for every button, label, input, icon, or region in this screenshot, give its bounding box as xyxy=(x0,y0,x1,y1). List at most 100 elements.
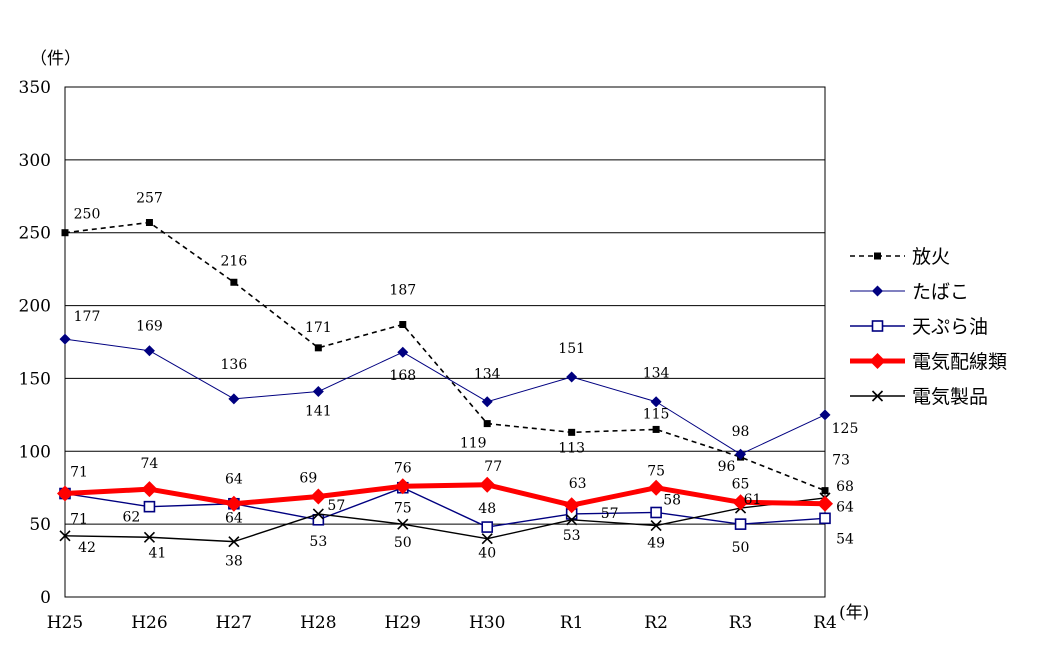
data-point-appliance xyxy=(397,518,409,530)
data-label-tobacco: 168 xyxy=(389,368,416,384)
legend-swatch-marker xyxy=(869,353,886,369)
data-point-tobacco xyxy=(312,386,324,398)
data-label-tobacco: 177 xyxy=(74,309,101,325)
data-label-arson: 96 xyxy=(718,459,736,475)
data-label-arson: 257 xyxy=(136,191,163,207)
legend-swatch-marker xyxy=(871,390,884,402)
data-label-appliance: 57 xyxy=(327,498,345,514)
data-label-arson: 250 xyxy=(74,207,101,223)
data-label-tempura: 71 xyxy=(70,512,88,528)
data-label-tobacco: 141 xyxy=(305,404,332,420)
data-point-wiring xyxy=(817,495,833,512)
x-tick-label: H26 xyxy=(131,613,167,633)
y-tick-label: 100 xyxy=(19,442,51,462)
data-label-appliance: 40 xyxy=(478,546,496,562)
data-label-tempura: 53 xyxy=(309,534,327,550)
x-tick-label: R2 xyxy=(644,613,668,633)
series-appliance xyxy=(59,492,831,548)
data-point-appliance xyxy=(59,530,71,542)
data-label-wiring: 71 xyxy=(70,465,88,481)
data-label-arson: 73 xyxy=(832,453,850,469)
data-point-arson xyxy=(652,425,660,433)
data-point-tempura xyxy=(143,500,156,513)
series-line-tempura xyxy=(64,487,826,528)
data-label-tobacco: 125 xyxy=(832,421,859,437)
data-point-arson xyxy=(230,278,238,286)
data-label-appliance: 50 xyxy=(394,535,412,551)
x-tick-label: H29 xyxy=(385,613,421,633)
x-tick-label: R3 xyxy=(729,613,753,633)
series-arson xyxy=(61,219,829,495)
data-point-tobacco xyxy=(143,345,155,357)
data-label-wiring: 69 xyxy=(299,470,317,486)
data-label-tobacco: 134 xyxy=(474,367,501,383)
x-tick-label: R4 xyxy=(813,613,837,633)
data-point-wiring xyxy=(225,495,242,512)
data-label-arson: 187 xyxy=(389,283,416,299)
data-label-appliance: 49 xyxy=(647,536,665,552)
series-line-arson xyxy=(64,221,826,492)
series-tempura xyxy=(59,481,831,533)
legend-item-tempura: 天ぷら油 xyxy=(850,316,988,338)
data-point-wiring xyxy=(479,476,496,493)
data-labels: 250 257 216 171 187 119 113 115 96 73 177 169 136 141… xyxy=(70,191,858,570)
data-point-tobacco xyxy=(735,448,747,460)
data-point-wiring xyxy=(648,479,665,496)
data-point-appliance xyxy=(481,533,493,545)
data-point-tobacco xyxy=(481,396,493,408)
y-tick-label: 250 xyxy=(19,224,51,244)
y-axis: 0 50 100 150 200 250 300 350 xyxy=(19,78,51,608)
series-line-tobacco xyxy=(64,338,826,455)
y-tick-label: 200 xyxy=(19,297,51,317)
data-point-tempura xyxy=(650,506,662,519)
data-label-tobacco: 98 xyxy=(732,424,750,440)
series-line-appliance xyxy=(64,497,826,543)
data-point-appliance xyxy=(228,536,240,548)
data-point-wiring xyxy=(732,494,749,511)
data-point-appliance xyxy=(143,531,156,543)
legend-item-tobacco: たばこ xyxy=(850,281,969,303)
data-point-arson xyxy=(61,229,69,237)
legend-label: 電気配線類 xyxy=(912,351,1007,373)
data-point-tobacco xyxy=(650,396,662,408)
legend-swatch-marker xyxy=(874,252,881,260)
data-point-tobacco xyxy=(228,393,240,405)
data-point-arson xyxy=(314,344,322,352)
data-label-wiring: 76 xyxy=(394,460,412,476)
grid xyxy=(65,159,825,525)
data-point-arson xyxy=(568,428,576,436)
data-point-appliance xyxy=(312,508,324,520)
legend-item-wiring: 電気配線類 xyxy=(850,351,1007,373)
data-label-appliance: 68 xyxy=(836,479,854,495)
legend-swatch-marker xyxy=(871,320,884,332)
legend-label: 電気製品 xyxy=(912,386,988,408)
legend-item-arson: 放火 xyxy=(850,246,950,268)
data-label-appliance: 38 xyxy=(225,554,243,570)
x-tick-label: H27 xyxy=(216,613,252,633)
y-tick-label: 50 xyxy=(29,515,51,535)
data-point-arson xyxy=(821,487,829,495)
data-point-tempura xyxy=(481,521,494,533)
data-label-wiring: 65 xyxy=(732,476,750,492)
x-axis: H25 H26 H27 H28 H29 H30 R1 R2 R3 R4 xyxy=(47,613,837,633)
legend-label: 放火 xyxy=(912,246,950,268)
data-point-tobacco xyxy=(59,333,71,345)
data-label-tempura: 54 xyxy=(836,531,854,547)
x-tick-label: H28 xyxy=(300,613,336,633)
data-point-arson xyxy=(145,219,153,227)
series-wiring xyxy=(57,476,833,514)
data-label-arson: 113 xyxy=(558,440,585,456)
data-point-arson xyxy=(483,420,491,428)
data-point-tobacco xyxy=(397,346,409,358)
data-point-tempura xyxy=(819,512,831,525)
data-point-wiring xyxy=(310,488,327,505)
data-point-wiring xyxy=(563,497,580,514)
data-label-wiring: 63 xyxy=(569,476,587,492)
series-layer xyxy=(57,219,833,548)
data-point-arson xyxy=(399,321,407,329)
data-label-appliance: 53 xyxy=(563,528,581,544)
data-label-tobacco: 151 xyxy=(558,341,585,357)
